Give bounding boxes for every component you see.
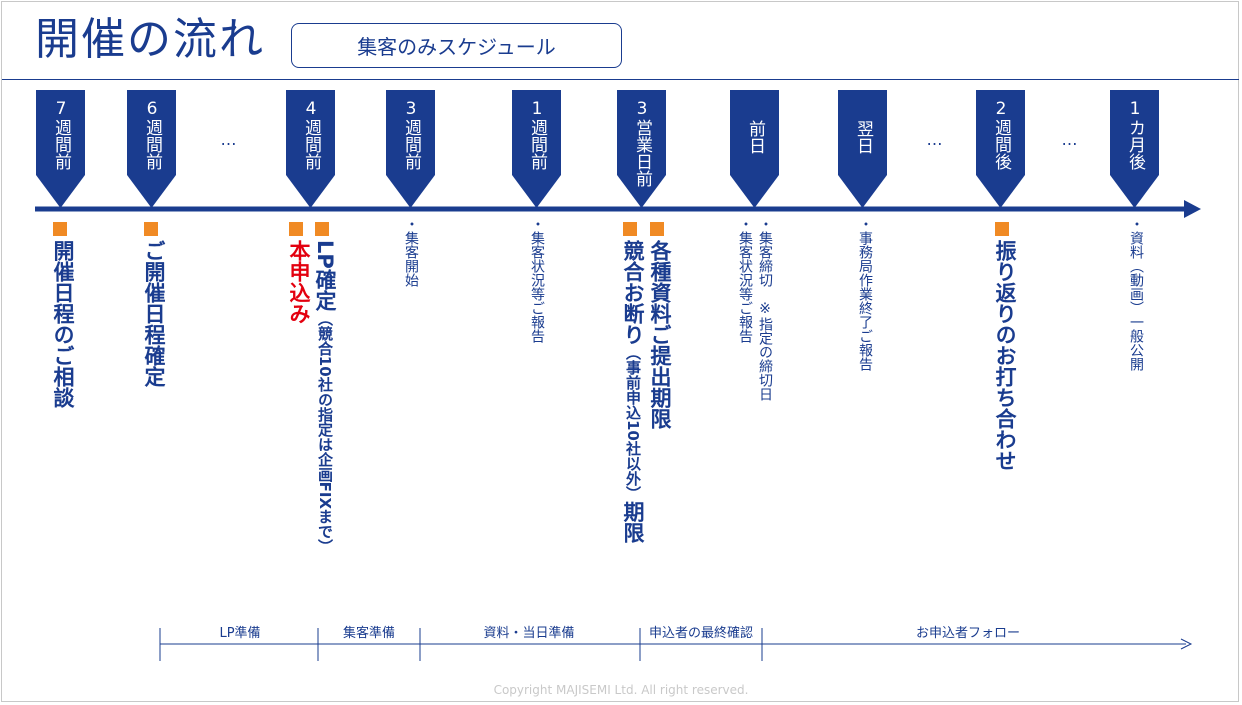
event-recruitment-report-final: ・集客状況等ご報告 — [737, 217, 753, 343]
event-lp-confirmed: LP確定（競合10社の指定は企画FIXまで） — [313, 240, 337, 555]
event-office-work-complete: ・事務局作業終了ご報告 — [857, 217, 873, 371]
event-final-application: 本申込み — [287, 240, 311, 324]
event-recruitment-close: ・集客締切 ※指定の締切日 — [757, 217, 773, 401]
event-competitor-refusal: 競合お断り（事前申込10社以外）期限 — [621, 240, 645, 543]
phase-timeline-arrowhead — [1180, 638, 1193, 650]
event-schedule-confirmed: ご開催日程確定 — [142, 240, 166, 387]
ellipsis: … — [926, 130, 944, 149]
page-title: 開催の流れ — [35, 14, 265, 65]
copyright-notice: Copyright MAJISEMI Ltd. All right reserv… — [493, 683, 749, 697]
event-marker — [650, 222, 664, 236]
phase-label-final-check: 申込者の最終確認 — [648, 626, 754, 641]
event-marker — [623, 222, 637, 236]
ellipsis: … — [1061, 130, 1079, 149]
schedule-type-label: 集客のみスケジュール — [291, 23, 622, 68]
phase-label-follow-up: お申込者フォロー — [915, 626, 1021, 641]
header-divider — [2, 79, 1239, 80]
phase-label-recruit-prep: 集客準備 — [342, 626, 396, 641]
event-materials-deadline: 各種資料ご提出期限 — [648, 240, 672, 429]
ellipsis: … — [220, 130, 238, 149]
event-marker — [144, 222, 158, 236]
event-marker — [315, 222, 329, 236]
phase-label-lp-prep: LP準備 — [219, 626, 261, 641]
event-marker — [53, 222, 67, 236]
event-marker — [995, 222, 1009, 236]
event-public-release: ・資料（動画）一般公開 — [1128, 217, 1144, 371]
main-timeline-arrowhead — [1184, 200, 1201, 218]
event-review-meeting: 振り返りのお打ち合わせ — [993, 240, 1017, 471]
event-recruitment-report: ・集客状況等ご報告 — [529, 217, 545, 343]
event-marker — [289, 222, 303, 236]
event-schedule-consultation: 開催日程のご相談 — [51, 240, 75, 408]
phase-label-materials-prep: 資料・当日準備 — [483, 626, 575, 641]
event-recruitment-start: ・集客開始 — [403, 217, 419, 287]
